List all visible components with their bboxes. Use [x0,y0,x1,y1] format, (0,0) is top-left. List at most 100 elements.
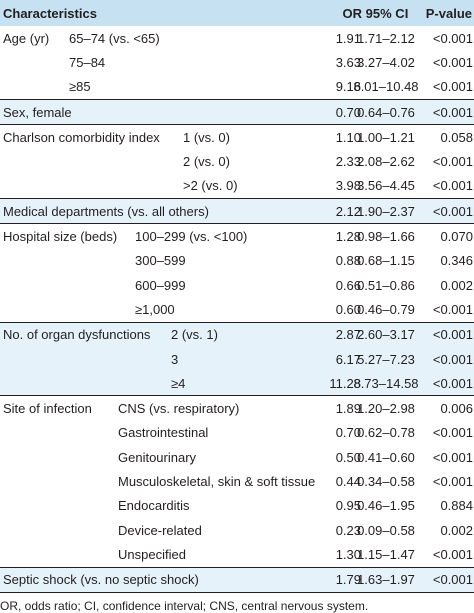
row-p-value: <0.001 [432,375,473,391]
table-row: Genitourinary 0.50 0.41–0.60 <0.001 [0,445,474,469]
row-subcategory: 2 (vs. 1) [171,327,218,343]
row-p-value: <0.001 [432,203,473,219]
row-confidence-interval: 0.41–0.60 [357,449,415,465]
row-confidence-interval: 8.01–10.48 [353,79,419,95]
header-p-value: P-value [425,5,472,21]
row-characteristic: Charlson comorbidity index [3,129,160,145]
table-row: No. of organ dysfunctions 2 (vs. 1) 2.87 2.… [0,321,474,347]
table-bottom-rule [0,591,474,593]
table-row: Gastrointestinal 0.70 0.62–0.78 <0.001 [0,421,474,445]
table-row: Septic shock (vs. no septic shock) 1.79 1.… [0,566,474,592]
row-confidence-interval: 1.15–1.47 [357,546,415,562]
row-p-value: <0.001 [432,79,473,95]
table-row: 75–84 3.63 3.27–4.02 <0.001 [0,50,474,74]
row-p-value: <0.001 [432,351,473,367]
table-row: 3 6.17 5.27–7.23 <0.001 [0,346,474,372]
row-odds-ratio: 0.95 [335,498,361,514]
row-odds-ratio: 2.87 [335,327,361,343]
row-confidence-interval: 0.51–0.86 [357,277,415,293]
row-subcategory: 65–74 (vs. <65) [69,30,160,46]
row-confidence-interval: 0.68–1.15 [357,253,415,269]
table-row: ≥85 9.16 8.01–10.48 <0.001 [0,75,474,99]
row-confidence-interval: 1.00–1.21 [357,129,415,145]
row-characteristic: Age (yr) [3,30,50,46]
row-odds-ratio: 0.88 [335,253,361,269]
row-p-value: 0.002 [440,277,473,293]
table-row: ≥1,000 0.60 0.46–0.79 <0.001 [0,297,474,321]
row-odds-ratio: 3.63 [335,54,361,70]
table-row: Medical departments (vs. all others) 2.12… [0,198,474,224]
row-p-value: <0.001 [432,449,473,465]
row-subcategory: 2 (vs. 0) [183,154,230,170]
row-subcategory: >2 (vs. 0) [183,178,238,194]
row-odds-ratio: 0.66 [335,277,361,293]
row-confidence-interval: 8.73–14.58 [353,375,419,391]
row-subcategory: ≥1,000 [135,301,175,317]
row-subcategory: 1 (vs. 0) [183,129,230,145]
row-characteristic: Medical departments (vs. all others) [3,203,209,219]
row-confidence-interval: 0.62–0.78 [357,425,415,441]
row-odds-ratio: 0.44 [335,473,361,489]
row-odds-ratio: 11.28 [329,375,361,391]
row-confidence-interval: 3.27–4.02 [357,54,415,70]
row-p-value: <0.001 [432,425,473,441]
table-row: 600–999 0.66 0.51–0.86 0.002 [0,273,474,297]
row-odds-ratio: 3.98 [335,178,361,194]
row-odds-ratio: 0.70 [335,104,361,120]
table-row: Musculoskeletal, skin & soft tissue 0.44 0… [0,469,474,493]
results-table: Characteristics OR 95% CI P-value Age (y… [0,0,474,593]
row-subcategory: Unspecified [118,546,186,562]
row-confidence-interval: 2.08–2.62 [357,154,415,170]
row-subcategory: 600–999 [135,277,186,293]
row-characteristic: No. of organ dysfunctions [3,327,151,343]
row-subcategory: CNS (vs. respiratory) [118,401,240,417]
row-p-value: <0.001 [432,104,473,120]
row-p-value: <0.001 [432,154,473,170]
row-confidence-interval: 5.27–7.23 [357,351,415,367]
row-confidence-interval: 1.71–2.12 [357,30,415,46]
header-or: OR [342,5,363,21]
row-odds-ratio: 2.12 [335,203,361,219]
row-p-value: <0.001 [432,30,473,46]
row-confidence-interval: 1.20–2.98 [357,401,415,417]
row-confidence-interval: 0.64–0.76 [357,104,415,120]
row-characteristic: Sex, female [3,104,72,120]
row-odds-ratio: 1.28 [335,229,361,245]
row-subcategory: 3 [171,351,179,367]
row-subcategory: ≥85 [69,79,91,95]
row-p-value: 0.058 [440,129,473,145]
row-subcategory: 300–599 [135,253,186,269]
row-confidence-interval: 0.34–0.58 [357,473,415,489]
row-p-value: <0.001 [432,178,473,194]
table-body: Age (yr) 65–74 (vs. <65) 1.91 1.71–2.12 <0.0… [0,26,474,592]
row-p-value: 0.884 [440,498,473,514]
row-odds-ratio: 9.16 [335,79,361,95]
header-characteristics: Characteristics [3,5,97,21]
row-odds-ratio: 6.17 [335,351,361,367]
table-header: Characteristics OR 95% CI P-value [0,0,474,26]
row-p-value: <0.001 [432,546,473,562]
row-odds-ratio: 1.91 [335,30,361,46]
row-confidence-interval: 0.09–0.58 [357,522,415,538]
row-p-value: 0.070 [440,229,473,245]
row-subcategory: Endocarditis [118,498,190,514]
row-p-value: <0.001 [432,473,473,489]
row-odds-ratio: 1.30 [335,546,361,562]
table-row: Endocarditis 0.95 0.46–1.95 0.884 [0,494,474,518]
row-odds-ratio: 1.79 [335,572,361,588]
header-ci: 95% CI [365,5,409,21]
row-subcategory: ≥4 [171,375,186,391]
row-p-value: <0.001 [432,301,473,317]
row-characteristic: Site of infection [3,401,92,417]
row-confidence-interval: 0.46–0.79 [357,301,415,317]
table-row: Site of infection CNS (vs. respiratory) 1.… [0,395,474,420]
table-row: Charlson comorbidity index 1 (vs. 0) 1.10 1… [0,124,474,149]
row-p-value: 0.002 [440,522,473,538]
row-characteristic: Septic shock (vs. no septic shock) [3,572,199,588]
row-subcategory: Genitourinary [118,449,197,465]
table-row: 300–599 0.88 0.68–1.15 0.346 [0,249,474,273]
row-subcategory: Device-related [118,522,202,538]
row-subcategory: 75–84 [69,54,106,70]
row-odds-ratio: 0.23 [335,522,361,538]
row-odds-ratio: 0.70 [335,425,361,441]
